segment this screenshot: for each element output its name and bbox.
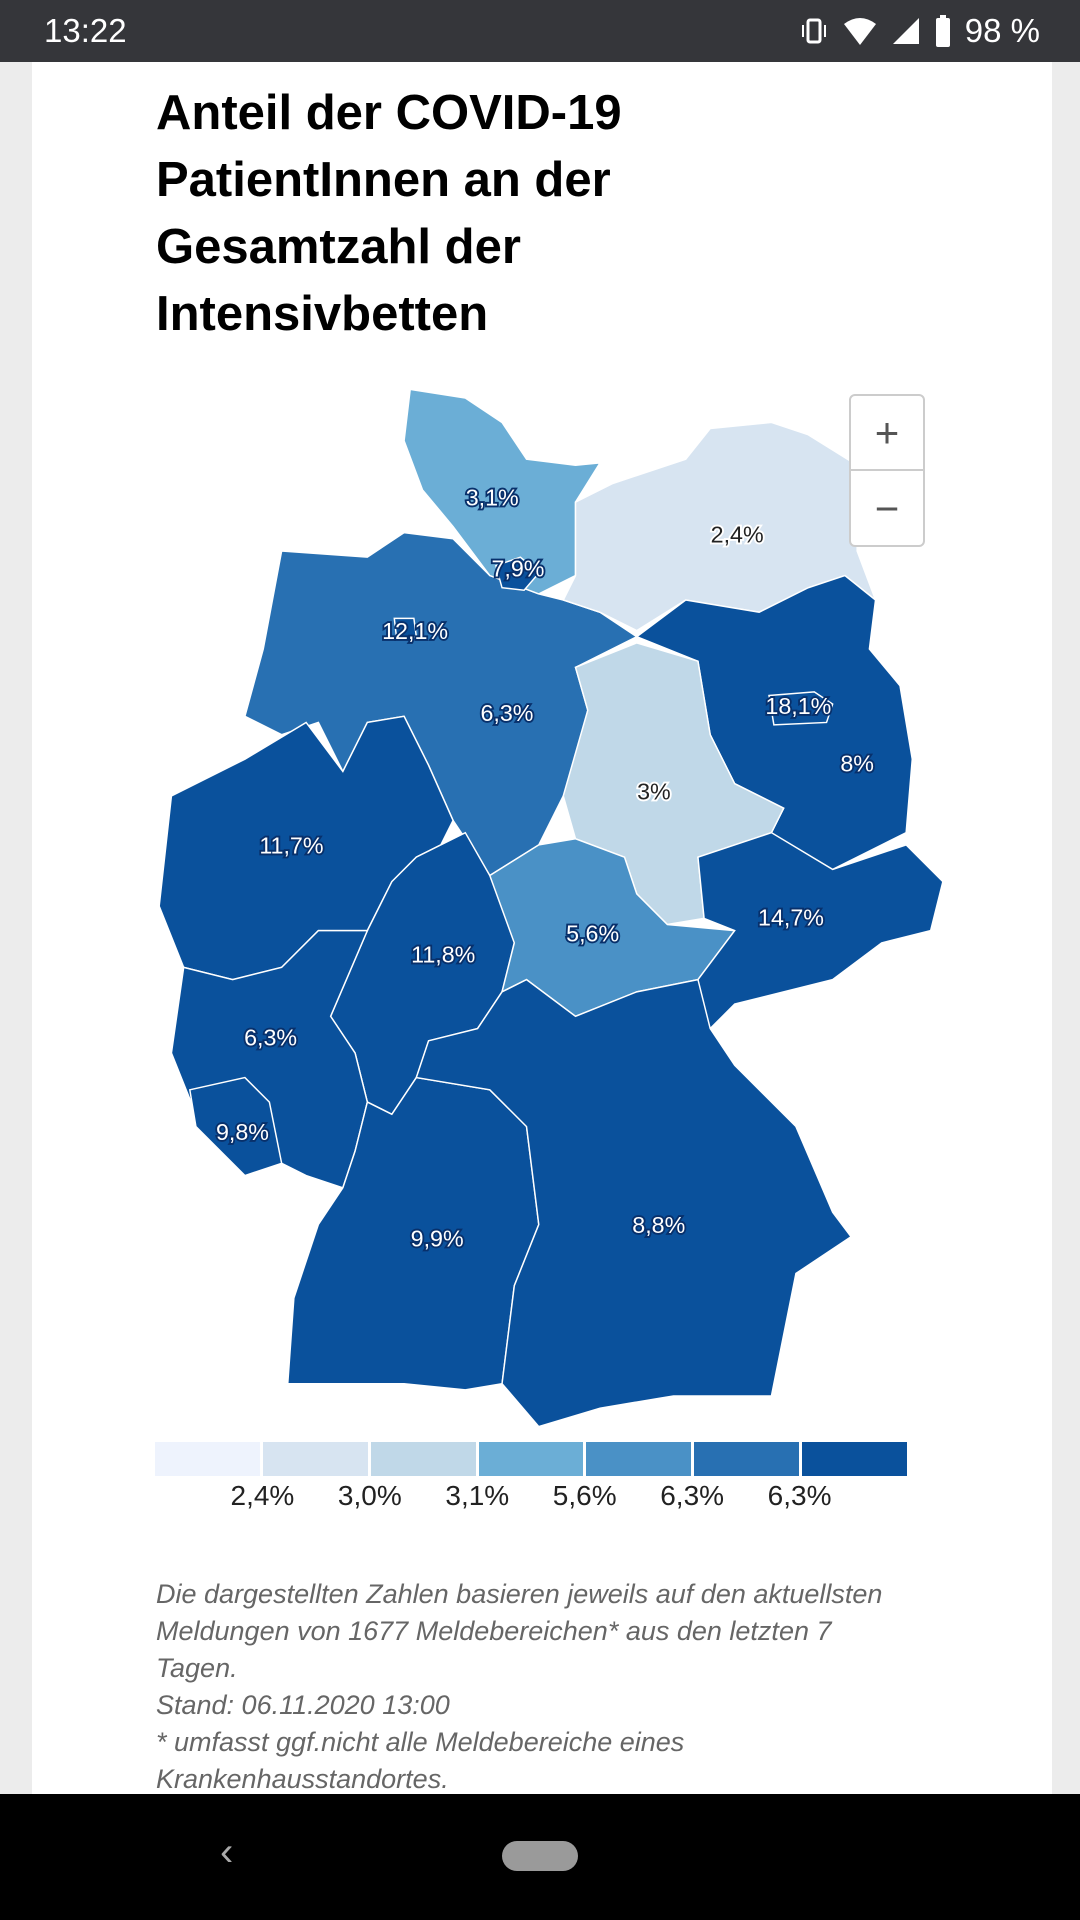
footnote-asterisk: * umfasst ggf.nicht alle Meldebereiche e… <box>156 1727 685 1794</box>
region-label-berlin: 18,1% <box>765 693 831 719</box>
zoom-in-button[interactable]: + <box>851 396 923 471</box>
legend-swatch <box>694 1442 800 1476</box>
color-legend <box>155 1442 908 1476</box>
legend-swatch <box>262 1442 368 1476</box>
legend-label: 2,4% <box>230 1480 295 1511</box>
battery-icon <box>935 15 950 47</box>
region-label-saarland: 9,8% <box>216 1119 269 1145</box>
legend-label: 3,1% <box>445 1480 510 1511</box>
legend-label: 6,3% <box>660 1480 725 1511</box>
clock: 13:22 <box>44 12 127 49</box>
region-label-baden-wuerttemberg: 9,9% <box>411 1226 464 1252</box>
battery-level: 98 % <box>964 12 1040 49</box>
home-button[interactable] <box>502 1841 578 1871</box>
region-hamburg[interactable] <box>495 556 540 591</box>
region-label-nordrhein-westfalen: 11,7% <box>259 832 323 858</box>
legend-labels: 2,4% 3,0% 3,1% 5,6% 6,3% 6,3% <box>155 1480 907 1520</box>
footnote-date: Stand: 06.11.2020 13:00 <box>156 1690 450 1720</box>
region-bremen[interactable] <box>393 617 418 641</box>
status-bar: 13:22 98 % <box>0 0 1080 62</box>
region-label-sachsen: 14,7% <box>758 905 824 931</box>
legend-swatch <box>802 1442 908 1476</box>
region-label-sachsen-anhalt: 3% <box>637 779 671 805</box>
legend-swatch <box>586 1442 692 1476</box>
region-label-rheinland-pfalz: 6,3% <box>244 1025 297 1051</box>
region-label-hessen: 11,8% <box>411 941 475 967</box>
footnote-text: Die dargestellten Zahlen basieren jeweil… <box>156 1579 883 1683</box>
wifi-icon <box>843 18 876 45</box>
region-sachsen[interactable] <box>678 831 944 1030</box>
back-icon[interactable]: ‹ <box>220 1830 234 1874</box>
zoom-out-button[interactable]: − <box>874 484 900 532</box>
region-berlin[interactable] <box>768 691 834 726</box>
legend-swatch <box>478 1442 584 1476</box>
region-label-niedersachsen: 12,1% <box>382 618 448 644</box>
region-label-hamburg: 7,9% <box>491 556 544 582</box>
vibrate-icon <box>801 18 826 44</box>
legend-swatch <box>155 1442 260 1476</box>
region-label-schleswig-holstein: 3,1% <box>466 485 519 511</box>
region-label-thueringen: 5,6% <box>566 921 619 947</box>
signal-icon <box>892 18 919 44</box>
region-label-brandenburg: 8% <box>840 750 874 776</box>
region-label-mecklenburg-vorpommern: 2,4% <box>711 521 764 547</box>
legend-label: 6,3% <box>767 1480 832 1511</box>
region-bayern[interactable] <box>415 978 853 1428</box>
legend-label: 5,6% <box>552 1480 617 1511</box>
region-saarland[interactable] <box>188 1076 283 1177</box>
page-title: Anteil der COVID-19 PatientInnen an der … <box>156 86 622 341</box>
zoom-control: + − <box>849 394 925 547</box>
legend-swatch <box>370 1442 476 1476</box>
legend-label: 3,0% <box>337 1480 402 1511</box>
navigation-bar: ‹ <box>0 1794 1080 1920</box>
region-label-niedersachsen-sued: 6,3% <box>480 700 533 726</box>
footnote: Die dargestellten Zahlen basieren jeweil… <box>156 1576 916 1798</box>
region-label-bayern: 8,8% <box>632 1212 685 1238</box>
